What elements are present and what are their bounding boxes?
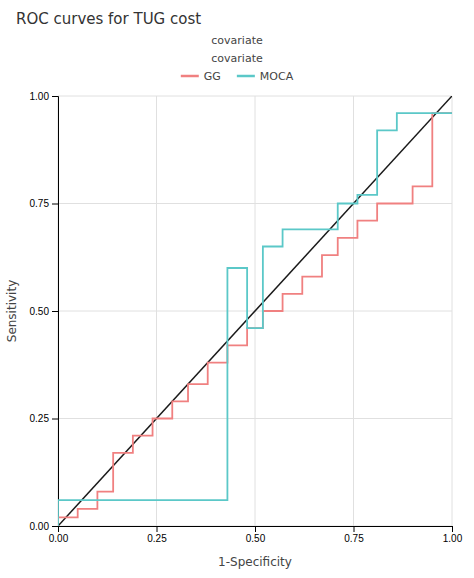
x-axis-tick-label: 0.00 bbox=[49, 533, 69, 544]
grid-line-y bbox=[58, 96, 452, 97]
series-line bbox=[58, 113, 452, 526]
legend-label: GG bbox=[204, 70, 221, 83]
y-axis-tick-label: 0.50 bbox=[30, 306, 50, 317]
x-axis: 0.00 0.25 0.50 0.75 1.00 bbox=[49, 526, 463, 544]
x-axis-tick-label: 1.00 bbox=[443, 533, 463, 544]
y-axis-tick-label: 1.00 bbox=[30, 91, 50, 102]
x-axis-tick-label: 0.25 bbox=[147, 533, 167, 544]
y-axis-tick-label: 0.00 bbox=[30, 521, 50, 532]
y-axis-tick-mark bbox=[52, 419, 58, 420]
title: ROC curves for TUG cost bbox=[16, 10, 201, 28]
x-axis-tick-mark bbox=[354, 526, 355, 532]
x-axis-tick: 0.75 bbox=[344, 526, 364, 544]
y-axis-line bbox=[52, 97, 59, 527]
y-axis-tick-mark bbox=[52, 204, 58, 205]
plot-area: 0.00 0.25 0.50 0.75 1.00 0.00 0.25 0.50 0.75 1.00 bbox=[30, 91, 463, 544]
y-axis-tick: 0.25 bbox=[30, 413, 58, 424]
y-axis-tick-label: 0.75 bbox=[30, 198, 50, 209]
x-axis-title: 1-Specificity bbox=[218, 555, 292, 569]
x-axis-tick: 0.00 bbox=[49, 526, 69, 544]
grid-line-y bbox=[58, 418, 452, 419]
y-axis: 0.00 0.25 0.50 0.75 1.00 bbox=[30, 91, 59, 532]
legend-swatch bbox=[237, 75, 255, 78]
x-axis-tick-label: 0.75 bbox=[344, 533, 364, 544]
y-axis-tick-mark bbox=[52, 311, 58, 312]
y-axis-tick: 1.00 bbox=[30, 91, 58, 102]
y-axis-tick: 0.00 bbox=[30, 521, 58, 532]
x-axis-tick: 0.25 bbox=[147, 526, 167, 544]
y-axis-tick-mark bbox=[52, 526, 58, 527]
legend-title: covariate bbox=[211, 52, 263, 65]
x-axis-tick-mark bbox=[452, 526, 453, 532]
y-axis-title: Sensitivity bbox=[5, 280, 19, 342]
legend-swatch bbox=[181, 75, 199, 78]
x-axis-tick: 0.50 bbox=[246, 526, 266, 544]
y-axis-tick: 0.50 bbox=[30, 306, 58, 317]
x-axis-tick-mark bbox=[255, 526, 256, 532]
legend-item: MOCA bbox=[237, 70, 294, 83]
x-axis-tick: 1.00 bbox=[443, 526, 463, 544]
x-axis-tick-label: 0.50 bbox=[246, 533, 266, 544]
grid bbox=[58, 96, 452, 526]
reference-line bbox=[58, 96, 452, 526]
y-axis-tick: 0.75 bbox=[30, 198, 58, 209]
y-axis-tick-label: 0.25 bbox=[30, 413, 50, 424]
chart: ROC curves for TUG cost covariate 0.00 0.25… bbox=[0, 0, 474, 578]
legend: covariate GG MOCA bbox=[181, 52, 294, 83]
subtitle: covariate bbox=[211, 34, 263, 47]
series-group bbox=[58, 96, 452, 526]
y-axis-tick-mark bbox=[52, 96, 58, 97]
legend-label: MOCA bbox=[260, 70, 294, 83]
legend-item: GG bbox=[181, 70, 221, 83]
x-axis-tick-mark bbox=[157, 526, 158, 532]
x-axis-line bbox=[59, 527, 453, 533]
series-line bbox=[58, 113, 452, 526]
legend-items: GG MOCA bbox=[181, 70, 294, 83]
